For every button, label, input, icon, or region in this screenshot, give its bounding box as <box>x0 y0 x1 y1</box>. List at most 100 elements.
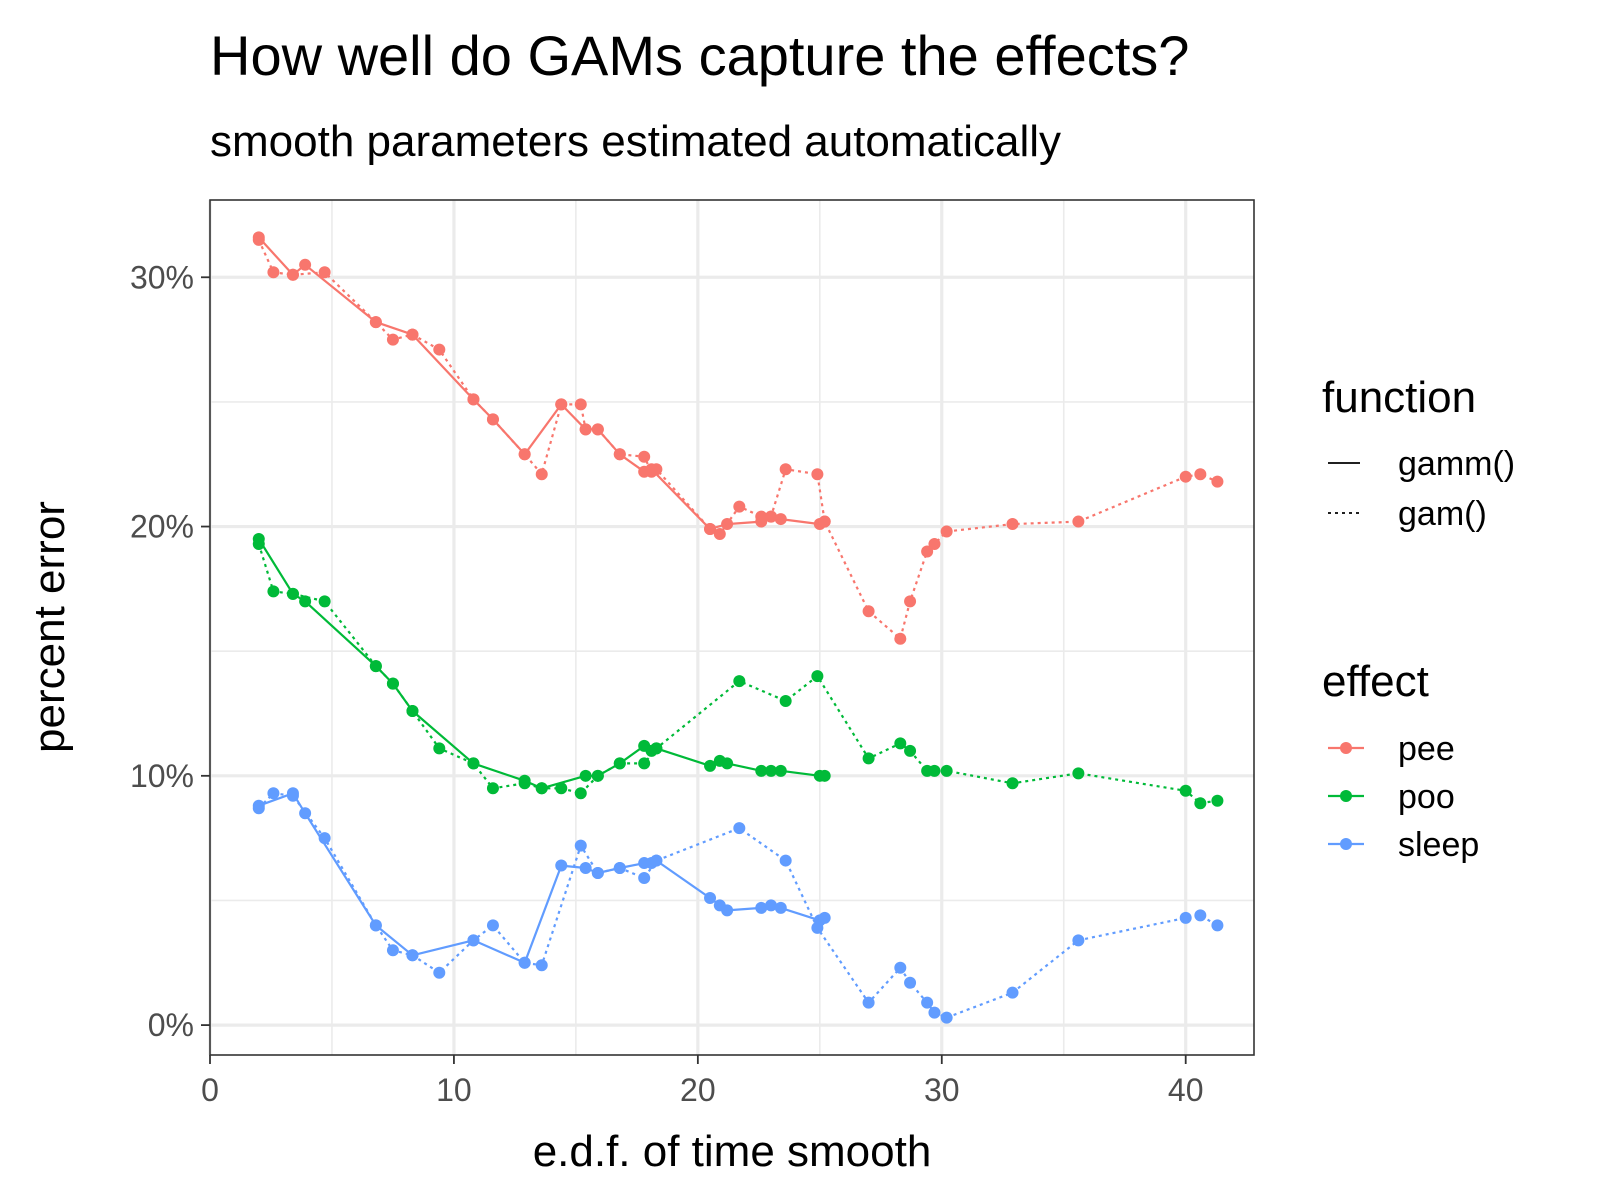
data-point-poo <box>406 705 419 718</box>
data-point-pee <box>862 605 875 618</box>
data-point-pee <box>894 632 907 645</box>
y-tick-label: 30% <box>130 259 194 295</box>
data-point-poo <box>811 670 824 683</box>
data-point-poo <box>774 764 787 777</box>
y-tick-label: 10% <box>130 758 194 794</box>
data-point-sleep <box>704 891 717 904</box>
data-point-pee <box>1211 475 1224 488</box>
plot-border <box>209 199 1255 1056</box>
data-point-sleep <box>1072 934 1085 947</box>
data-point-poo <box>535 782 548 795</box>
data-point-sleep <box>386 944 399 957</box>
data-point-pee <box>904 595 917 608</box>
data-point-sleep <box>765 899 778 912</box>
data-point-poo <box>252 537 265 550</box>
data-point-sleep <box>1194 909 1207 922</box>
x-tick-label: 20 <box>680 1072 716 1108</box>
data-point-poo <box>318 595 331 608</box>
data-point-poo <box>1211 794 1224 807</box>
data-point-poo <box>1194 797 1207 810</box>
data-point-poo <box>267 585 280 598</box>
data-point-poo <box>286 587 299 600</box>
x-tick-label: 40 <box>1168 1072 1204 1108</box>
data-point-poo <box>928 764 941 777</box>
data-point-pee <box>406 328 419 341</box>
data-point-sleep <box>486 919 499 932</box>
data-point-pee <box>467 393 480 406</box>
data-point-sleep <box>286 789 299 802</box>
data-point-sleep <box>591 867 604 880</box>
data-point-pee <box>433 343 446 356</box>
data-point-pee <box>733 500 746 513</box>
data-point-pee <box>921 545 934 558</box>
data-point-sleep <box>894 961 907 974</box>
data-point-pee <box>638 450 651 463</box>
data-point-sleep <box>1211 919 1224 932</box>
data-point-sleep <box>555 859 568 872</box>
data-point-poo <box>1006 777 1019 790</box>
data-point-poo <box>904 744 917 757</box>
data-point-pee <box>940 525 953 538</box>
data-point-sleep <box>638 872 651 885</box>
data-point-poo <box>733 675 746 688</box>
data-point-sleep <box>267 787 280 800</box>
data-point-sleep <box>779 854 792 867</box>
data-point-sleep <box>774 901 787 914</box>
data-point-poo <box>638 757 651 770</box>
data-point-poo <box>386 677 399 690</box>
data-point-sleep <box>252 802 265 815</box>
data-point-pee <box>574 398 587 411</box>
chart-title: How well do GAMs capture the effects? <box>210 24 1189 87</box>
data-point-sleep <box>579 862 592 875</box>
data-point-sleep <box>650 854 663 867</box>
data-point-poo <box>1179 784 1192 797</box>
data-point-sleep <box>940 1011 953 1024</box>
data-point-poo <box>518 777 531 790</box>
data-point-poo <box>613 757 626 770</box>
data-point-pee <box>765 510 778 523</box>
data-point-pee <box>650 463 663 476</box>
legend-label-effect: poo <box>1398 778 1455 816</box>
x-tick-label: 0 <box>201 1072 219 1108</box>
data-point-poo <box>940 764 953 777</box>
data-point-poo <box>765 764 778 777</box>
data-point-poo <box>779 695 792 708</box>
data-point-sleep <box>518 956 531 969</box>
data-point-pee <box>518 448 531 461</box>
data-point-poo <box>704 759 717 772</box>
legend-key-point-pee <box>1340 742 1352 754</box>
legend-label-effect: pee <box>1398 730 1455 768</box>
legend-key-point-sleep <box>1340 838 1352 850</box>
data-point-pee <box>267 266 280 279</box>
data-point-pee <box>286 268 299 281</box>
data-point-sleep <box>467 934 480 947</box>
data-point-pee <box>535 468 548 481</box>
data-point-sleep <box>535 959 548 972</box>
x-tick-label: 30 <box>924 1072 960 1108</box>
data-point-sleep <box>369 919 382 932</box>
data-point-poo <box>818 769 831 782</box>
chart-subtitle: smooth parameters estimated automaticall… <box>210 117 1061 166</box>
data-point-poo <box>574 787 587 800</box>
y-tick-label: 0% <box>148 1007 194 1043</box>
data-point-sleep <box>318 832 331 845</box>
data-point-sleep <box>733 822 746 835</box>
data-point-pee <box>928 537 941 550</box>
data-point-poo <box>579 769 592 782</box>
data-point-pee <box>1194 468 1207 481</box>
data-point-pee <box>252 233 265 246</box>
data-point-poo <box>433 742 446 755</box>
axes: 0 10 20 30 40 0% 10% 20% 30% <box>130 259 1204 1108</box>
data-point-poo <box>555 782 568 795</box>
data-point-poo <box>894 737 907 750</box>
data-point-pee <box>318 266 331 279</box>
data-point-poo <box>721 757 734 770</box>
x-tick-label: 10 <box>436 1072 472 1108</box>
data-point-sleep <box>574 839 587 852</box>
data-point-poo <box>862 752 875 765</box>
data-point-poo <box>650 742 663 755</box>
data-point-pee <box>386 333 399 346</box>
data-point-sleep <box>921 996 934 1009</box>
data-point-pee <box>713 528 726 541</box>
